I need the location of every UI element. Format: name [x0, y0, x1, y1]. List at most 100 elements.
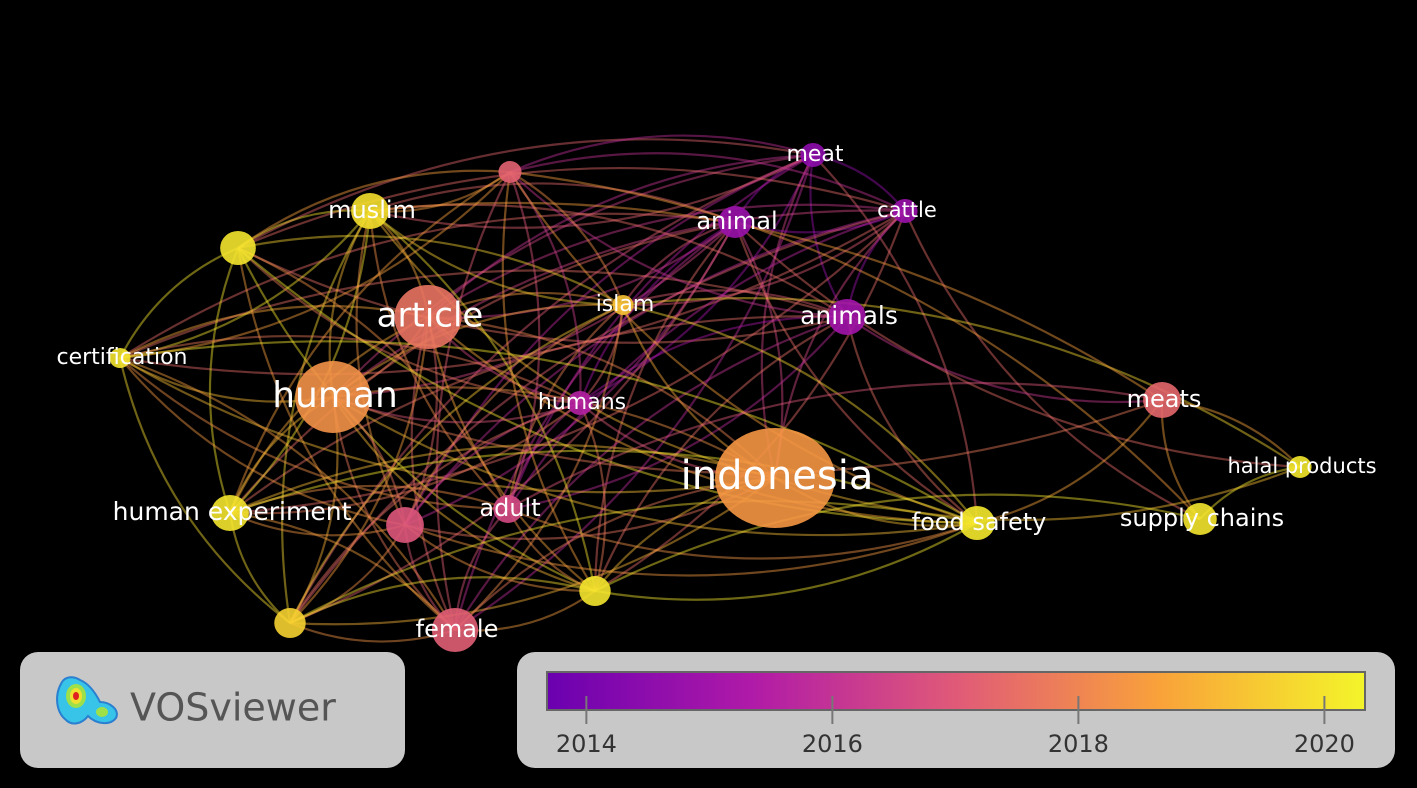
- color-legend: 2014 2016 2018 2020: [517, 652, 1395, 768]
- link: [332, 396, 596, 593]
- node-label: cattle: [877, 198, 937, 222]
- link: [289, 303, 624, 624]
- link: [119, 357, 509, 511]
- link: [237, 247, 978, 525]
- node-label: islam: [596, 292, 655, 317]
- link: [208, 247, 240, 514]
- link: [289, 524, 406, 625]
- link: [369, 210, 597, 592]
- node-label: animals: [800, 301, 898, 330]
- link: [332, 221, 736, 399]
- node: [109, 348, 131, 368]
- node: [351, 193, 389, 229]
- link: [454, 154, 815, 631]
- link: [237, 138, 814, 249]
- link: [119, 246, 239, 359]
- link: [507, 316, 848, 511]
- link: [369, 210, 624, 307]
- link: [846, 316, 1163, 404]
- link: [332, 386, 776, 479]
- link: [369, 203, 848, 318]
- node-label: adult: [479, 494, 540, 522]
- link: [281, 210, 371, 624]
- link: [845, 316, 978, 524]
- link: [506, 304, 624, 510]
- node: [498, 161, 522, 183]
- link: [774, 465, 1301, 521]
- link: [289, 477, 776, 626]
- link: [509, 152, 906, 212]
- link: [229, 484, 509, 515]
- link: [237, 169, 511, 249]
- node: [394, 285, 462, 349]
- node-label: meats: [1127, 385, 1202, 413]
- link: [454, 315, 848, 631]
- link: [506, 171, 541, 510]
- link: [119, 212, 736, 359]
- node: [431, 608, 479, 652]
- link: [507, 381, 1163, 510]
- node: [220, 231, 256, 265]
- brand-panel: [20, 652, 405, 768]
- link: [733, 221, 978, 524]
- link: [119, 210, 906, 376]
- link: [427, 316, 978, 525]
- link: [228, 171, 511, 514]
- link: [404, 209, 906, 526]
- node: [1183, 503, 1217, 535]
- node-label: food safety: [912, 508, 1047, 536]
- link: [119, 269, 848, 360]
- link: [237, 247, 848, 344]
- node: [1288, 456, 1312, 478]
- link: [229, 315, 848, 514]
- link: [593, 221, 736, 592]
- link: [454, 304, 625, 631]
- link: [289, 209, 906, 624]
- link: [506, 402, 581, 510]
- node-label: animal: [696, 207, 777, 235]
- link: [289, 576, 596, 624]
- link: [509, 171, 848, 319]
- link: [976, 399, 1163, 525]
- link: [578, 221, 736, 404]
- link: [509, 171, 978, 525]
- link: [404, 304, 624, 526]
- node-label: indonesia: [681, 453, 874, 499]
- link: [332, 153, 814, 398]
- link: [507, 209, 906, 510]
- node-label: article: [377, 296, 484, 336]
- link: [579, 315, 848, 404]
- node: [386, 507, 424, 543]
- link: [509, 170, 1201, 520]
- link: [622, 297, 1301, 468]
- link: [812, 154, 979, 524]
- node: [718, 206, 752, 238]
- link: [289, 221, 736, 625]
- link: [237, 247, 596, 593]
- link: [237, 246, 509, 510]
- brand-icon: [56, 676, 118, 725]
- link: [509, 134, 814, 174]
- link: [426, 316, 596, 592]
- link: [622, 210, 906, 307]
- colorbar-tick-label: 2018: [1048, 730, 1109, 758]
- link: [507, 507, 978, 560]
- link: [355, 210, 406, 526]
- link: [427, 153, 814, 318]
- node: [1143, 382, 1181, 418]
- link: [332, 303, 624, 398]
- link: [369, 182, 736, 224]
- link: [594, 493, 1201, 592]
- node-label: supply chains: [1120, 504, 1284, 532]
- link: [404, 153, 814, 526]
- link: [404, 524, 596, 593]
- link: [622, 289, 848, 319]
- node-label: human experiment: [113, 497, 352, 526]
- link: [453, 221, 736, 631]
- link: [404, 401, 581, 526]
- node: [493, 495, 523, 523]
- link: [404, 521, 978, 577]
- node-label: muslim: [328, 196, 416, 224]
- node: [274, 608, 306, 638]
- node: [800, 143, 826, 167]
